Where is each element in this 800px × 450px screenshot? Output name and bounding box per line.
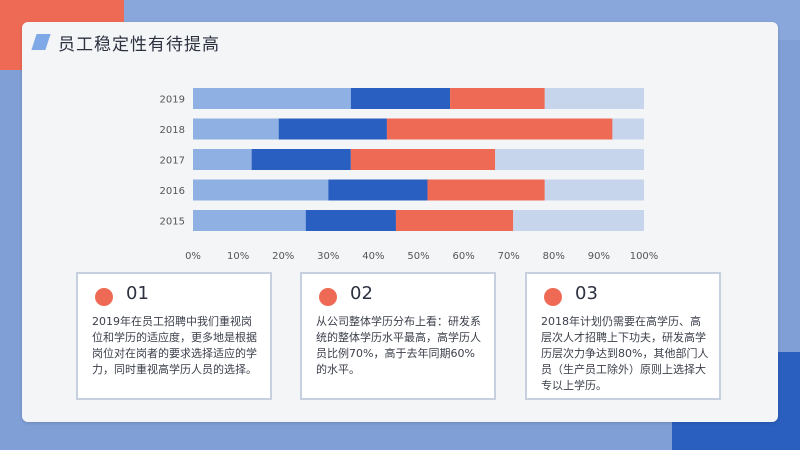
x-tick-label: 40% [362,251,384,262]
x-tick-label: 20% [272,251,294,262]
bar-segment-2017-3 [350,149,496,170]
bullet-dot-icon [95,288,113,306]
bar-segment-2018-1 [193,118,279,140]
x-tick-label: 50% [407,251,429,262]
year-label: 2017 [160,156,185,167]
title-bar: 员工稳定性有待提高 [31,30,220,55]
bullet-dot-icon [319,288,337,306]
info-box-text: 2019年在员工招聘中我们重视岗位和学历的适应度，更多地是根据岗位对在岗者的要求… [92,315,257,376]
slide-title: 员工稳定性有待提高 [58,34,220,55]
bar-segment-2016-2 [328,179,428,201]
info-box-number: 01 [126,283,149,304]
year-label: 2018 [160,125,185,136]
bar-segment-2018-2 [278,118,387,140]
bar-segment-2019-2 [350,88,451,109]
x-tick-label: 80% [543,251,565,262]
x-tick-label: 60% [452,251,474,262]
info-box-text: 从公司整体学历分布上看：研发系统的整体学历水平最高，高学历人员比例70%，高于去… [316,315,481,376]
slide-card: 员工稳定性有待提高 2019 2018 2017 2016 2015 0% 10% 20% 30… [22,22,778,422]
bar-segment-2017-1 [193,149,252,170]
bar-segment-2018-3 [386,118,613,140]
bar-segment-2019-1 [193,88,351,109]
bar-segment-2017-2 [251,149,351,170]
bar-segment-2019-4 [544,88,644,109]
bar-segment-2015-4 [513,210,644,231]
x-tick-label: 0% [185,251,201,262]
year-label: 2019 [160,95,185,106]
bar-segment-2019-3 [450,88,545,109]
year-label: 2016 [160,186,185,197]
info-box-number: 02 [350,283,373,304]
info-box-2: 02 从公司整体学历分布上看：研发系统的整体学历水平最高，高学历人员比例70%，… [300,272,496,400]
info-box-1: 01 2019年在员工招聘中我们重视岗位和学历的适应度，更多地是根据岗位对在岗者… [76,272,272,400]
info-box-text: 2018年计划仍需要在高学历、高层次人才招聘上下功夫，研发高学历层次力争达到80… [541,315,709,392]
x-tick-label: 100% [630,251,659,262]
bar-segment-2016-1 [193,179,329,201]
x-tick-label: 70% [498,251,520,262]
bar-segment-2015-2 [305,210,396,231]
bar-segment-2017-4 [495,149,644,170]
x-tick-label: 90% [588,251,610,262]
x-tick-label: 10% [227,251,249,262]
bar-segment-2015-3 [395,210,514,231]
year-label: 2015 [160,217,185,228]
bar-segment-2016-3 [427,179,545,201]
bar-segment-2016-4 [544,179,644,201]
bar-segment-2018-4 [612,118,644,140]
x-tick-label: 30% [317,251,339,262]
bar-segment-2015-1 [193,210,306,231]
info-box-3: 03 2018年计划仍需要在高学历、高层次人才招聘上下功夫，研发高学历层次力争达… [525,272,721,400]
bullet-dot-icon [544,288,562,306]
stacked-bar-chart: 2019 2018 2017 2016 2015 0% 10% 20% 30% 40% 50% 60%… [160,88,659,262]
info-box-number: 03 [575,283,598,304]
